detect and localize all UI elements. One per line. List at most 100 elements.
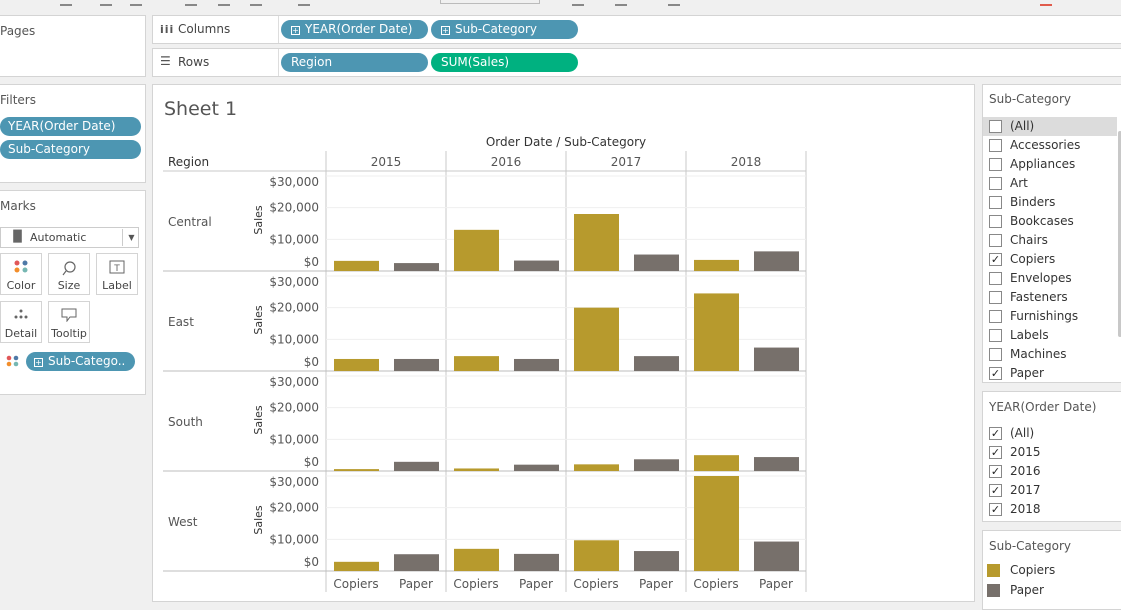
- show-cards-icon[interactable]: [572, 0, 584, 6]
- tooltip-button[interactable]: Tooltip: [48, 301, 90, 343]
- label-label: Label: [102, 279, 132, 292]
- checkbox-icon[interactable]: [989, 139, 1002, 152]
- new-data-source-icon[interactable]: [60, 0, 72, 6]
- y-tick-label: $0: [304, 455, 319, 469]
- region-label: West: [168, 515, 198, 529]
- chevron-down-icon[interactable]: ▼: [122, 229, 140, 246]
- year-header: 2016: [491, 155, 522, 169]
- fit-dropdown[interactable]: [440, 0, 540, 4]
- columns-label: Columns: [178, 22, 231, 36]
- legend-swatch-paper[interactable]: [987, 584, 1000, 597]
- color-encoding-icon: [6, 355, 20, 370]
- checkbox-icon[interactable]: [989, 158, 1002, 171]
- column-pill-year[interactable]: + YEAR(Order Date): [281, 20, 428, 39]
- color-label: Color: [6, 279, 36, 292]
- bar-copiers: [454, 356, 499, 371]
- x-category-label: Copiers: [693, 577, 738, 591]
- subcategory-filter-card: Sub-Category (All) Accessories Appliances A…: [982, 84, 1121, 383]
- y-tick-label: $0: [304, 255, 319, 269]
- y-tick-label: $30,000: [269, 475, 319, 489]
- filter-pill-year[interactable]: YEAR(Order Date): [0, 117, 141, 136]
- y-axis-title: Sales: [252, 405, 265, 435]
- bar-copiers: [454, 548, 499, 571]
- clear-sheet-icon[interactable]: [130, 0, 142, 6]
- bar-chart-icon: ▐▌: [9, 230, 26, 243]
- bar-copiers: [574, 307, 619, 371]
- legend-swatch-copiers[interactable]: [987, 564, 1000, 577]
- region-label: East: [168, 315, 194, 329]
- label-button[interactable]: T Label: [96, 253, 138, 295]
- detail-label: Detail: [4, 327, 38, 340]
- detail-icon: [1, 308, 41, 324]
- y-tick-label: $20,000: [269, 401, 319, 415]
- marks-card: Marks ▐▌ Automatic ▼ Color Size T Label …: [0, 190, 146, 395]
- x-category-label: Copiers: [573, 577, 618, 591]
- bar-paper: [514, 553, 559, 571]
- detail-button[interactable]: Detail: [0, 301, 42, 343]
- tooltip-icon: [49, 308, 89, 326]
- bar-copiers: [454, 468, 499, 471]
- marker-icon: [1040, 0, 1052, 6]
- bar-paper: [514, 260, 559, 271]
- checkbox-checked-icon[interactable]: ✓: [989, 484, 1002, 497]
- checkbox-icon[interactable]: [989, 196, 1002, 209]
- filters-card: Filters YEAR(Order Date) Sub-Category: [0, 84, 146, 183]
- scrollbar[interactable]: [1118, 131, 1121, 337]
- checkbox-checked-icon[interactable]: ✓: [989, 465, 1002, 478]
- subcategory-option-label: Paper: [1010, 366, 1044, 380]
- region-label: South: [168, 415, 203, 429]
- checkbox-icon[interactable]: [989, 177, 1002, 190]
- show-me-icon[interactable]: [668, 0, 680, 6]
- checkbox-icon[interactable]: [989, 272, 1002, 285]
- bar-paper: [634, 459, 679, 471]
- subcategory-option-label: Chairs: [1010, 233, 1048, 247]
- chart-title: Order Date / Sub-Category: [486, 135, 646, 149]
- color-button[interactable]: Color: [0, 253, 42, 295]
- y-axis-title: Sales: [252, 505, 265, 535]
- year-option-label: (All): [1010, 426, 1035, 440]
- y-tick-label: $30,000: [269, 375, 319, 389]
- bar-copiers: [334, 561, 379, 571]
- bar-copiers: [574, 540, 619, 571]
- bar-paper: [754, 251, 799, 271]
- checkbox-icon[interactable]: [989, 310, 1002, 323]
- filter-pill-subcategory[interactable]: Sub-Category: [0, 140, 141, 159]
- checkbox-icon[interactable]: [989, 234, 1002, 247]
- column-pill-subcategory[interactable]: + Sub-Category: [431, 20, 578, 39]
- subcategory-option-label: Copiers: [1010, 252, 1056, 266]
- swap-icon[interactable]: [185, 0, 197, 6]
- checkbox-icon[interactable]: [989, 215, 1002, 228]
- tooltip-toggle-icon[interactable]: [615, 0, 627, 6]
- mark-type-dropdown[interactable]: ▐▌ Automatic ▼: [0, 227, 139, 248]
- checkbox-icon[interactable]: [989, 120, 1002, 133]
- subcategory-option-label: Appliances: [1010, 157, 1076, 171]
- checkbox-checked-icon[interactable]: ✓: [989, 503, 1002, 516]
- y-tick-label: $30,000: [269, 275, 319, 289]
- color-encoding-pill[interactable]: + Sub-Catego..: [26, 352, 135, 371]
- size-icon: [49, 260, 89, 280]
- checkbox-checked-icon[interactable]: ✓: [989, 446, 1002, 459]
- year-option-label: 2017: [1010, 483, 1041, 497]
- checkbox-checked-icon[interactable]: ✓: [989, 427, 1002, 440]
- x-category-label: Copiers: [333, 577, 378, 591]
- row-pill-sum-sales[interactable]: SUM(Sales): [431, 53, 578, 72]
- sort-ascending-icon[interactable]: [218, 0, 230, 6]
- checkbox-icon[interactable]: [989, 291, 1002, 304]
- row-pill-region[interactable]: Region: [281, 53, 428, 72]
- subcategory-option-label: Bookcases: [1010, 214, 1074, 228]
- bar-paper: [394, 358, 439, 371]
- y-tick-label: $0: [304, 355, 319, 369]
- year-filter-card: YEAR(Order Date) ✓ (All) ✓ 2015 ✓ 2016 ✓ 2017 ✓ 2…: [982, 391, 1121, 522]
- checkbox-checked-icon[interactable]: ✓: [989, 367, 1002, 380]
- sort-descending-icon[interactable]: [250, 0, 262, 6]
- highlight-icon[interactable]: [298, 0, 310, 6]
- checkbox-icon[interactable]: [989, 348, 1002, 361]
- save-icon[interactable]: [100, 0, 112, 6]
- checkbox-checked-icon[interactable]: ✓: [989, 253, 1002, 266]
- checkbox-icon[interactable]: [989, 329, 1002, 342]
- x-category-label: Paper: [519, 577, 553, 591]
- bar-paper: [754, 457, 799, 471]
- size-button[interactable]: Size: [48, 253, 90, 295]
- bar-copiers: [694, 259, 739, 271]
